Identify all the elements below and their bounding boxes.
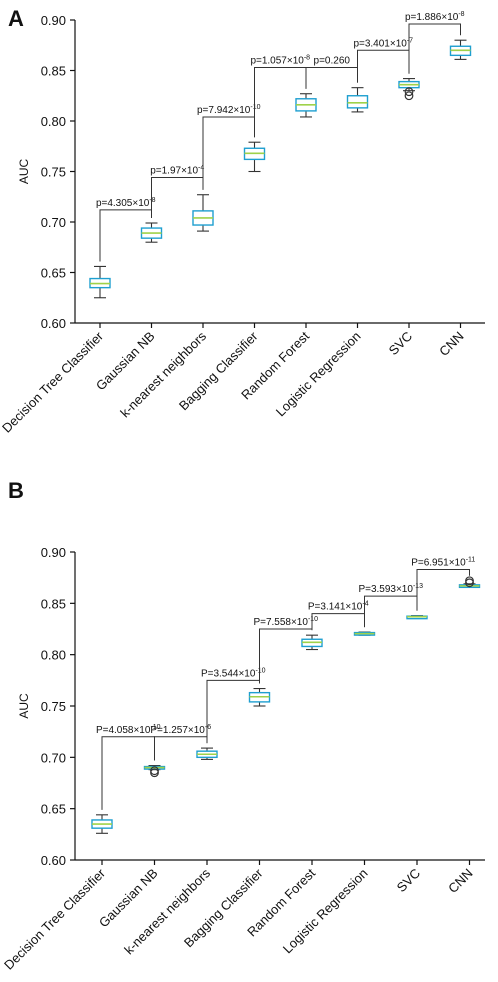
box-1 <box>140 222 163 243</box>
y-axis-title: AUC <box>17 693 31 719</box>
box-4 <box>301 634 323 651</box>
p-value-label: P=3.593×10-13 <box>358 583 423 595</box>
y-tick-label: 0.60 <box>41 853 66 868</box>
p-value-label: P=3.141×10-4 <box>308 601 369 613</box>
y-tick-label: 0.60 <box>41 316 66 331</box>
box-2 <box>196 747 218 760</box>
y-tick-label: 0.75 <box>41 165 66 180</box>
x-category-label: Logistic Regression <box>273 329 364 420</box>
p-value-label: p=0.260 <box>314 55 351 66</box>
y-tick-label: 0.70 <box>41 750 66 765</box>
significance-bracket <box>101 736 155 810</box>
significance-bracket <box>416 568 470 611</box>
p-value-label: P=6.951×10-11 <box>411 556 475 568</box>
significance-bracket <box>206 679 260 744</box>
outlier-point <box>404 91 414 101</box>
y-tick-label: 0.65 <box>41 802 66 817</box>
box-3 <box>243 141 266 173</box>
x-category-label: k-nearest neighbors <box>117 328 209 420</box>
y-tick-label: 0.90 <box>41 13 66 28</box>
p-value-label: p=4.305×10-8 <box>96 197 156 209</box>
outlier-point <box>404 87 414 97</box>
y-tick-label: 0.75 <box>41 699 66 714</box>
box-0 <box>89 265 111 299</box>
p-value-label: p=1.886×10-8 <box>405 11 465 23</box>
box-7 <box>458 576 481 589</box>
y-tick-label: 0.65 <box>41 266 66 281</box>
x-category-label: CNN <box>445 866 476 897</box>
y-tick-label: 0.70 <box>41 215 66 230</box>
significance-bracket <box>357 49 410 83</box>
x-category-label: SVC <box>394 866 424 896</box>
outlier-point <box>150 768 159 778</box>
box-3 <box>248 687 271 707</box>
box-7 <box>449 39 472 60</box>
x-category-label: Decision Tree Classifier <box>1 865 109 973</box>
p-value-label: P=4.058×10-10 <box>96 724 161 736</box>
y-tick-label: 0.85 <box>41 64 66 79</box>
p-value-label: P=3.544×10-10 <box>201 667 266 679</box>
box-0 <box>91 814 113 834</box>
box-iqr <box>346 95 369 109</box>
panel-letter-b: B <box>8 478 24 503</box>
significance-bracket <box>305 66 358 89</box>
box-1 <box>143 764 166 778</box>
panel-letter-a: A <box>8 6 24 31</box>
significance-bracket <box>408 23 461 74</box>
p-value-label: p=1.97×10-4 <box>150 165 204 177</box>
p-value-label: p=7.942×10-10 <box>197 104 261 116</box>
x-category-label: CNN <box>436 329 467 360</box>
x-category-label: k-nearest neighbors <box>121 865 213 957</box>
box-5 <box>346 87 369 113</box>
y-tick-label: 0.90 <box>41 545 66 560</box>
p-value-label: P=1.257×10-6 <box>150 724 211 736</box>
box-4 <box>295 93 317 118</box>
significance-bracket <box>259 628 313 684</box>
box-6 <box>406 615 428 620</box>
p-value-label: p=1.057×10-8 <box>250 54 310 66</box>
x-category-label: SVC <box>386 329 416 359</box>
box-plot-b: 0.60 0.65 0.70 0.75 0.80 0.85 0.90 AUC Decision … <box>1 545 485 973</box>
y-tick-label: 0.80 <box>41 114 66 129</box>
outlier-point <box>465 576 474 586</box>
x-category-label: Decision Tree Classifier <box>0 328 107 436</box>
box-5 <box>353 631 376 636</box>
box-plot-a: 0.60 0.65 0.70 0.75 0.80 0.85 0.90 AUC Decision … <box>0 11 485 436</box>
box-2 <box>192 194 214 232</box>
significance-bracket <box>364 595 418 628</box>
y-axis-title: AUC <box>17 159 31 185</box>
p-value-label: p=3.401×10-7 <box>353 37 413 49</box>
box-6 <box>398 78 420 101</box>
y-tick-label: 0.85 <box>41 596 66 611</box>
y-tick-label: 0.80 <box>41 648 66 663</box>
p-value-label: P=7.558×10-10 <box>253 616 318 628</box>
significance-bracket <box>311 613 365 631</box>
